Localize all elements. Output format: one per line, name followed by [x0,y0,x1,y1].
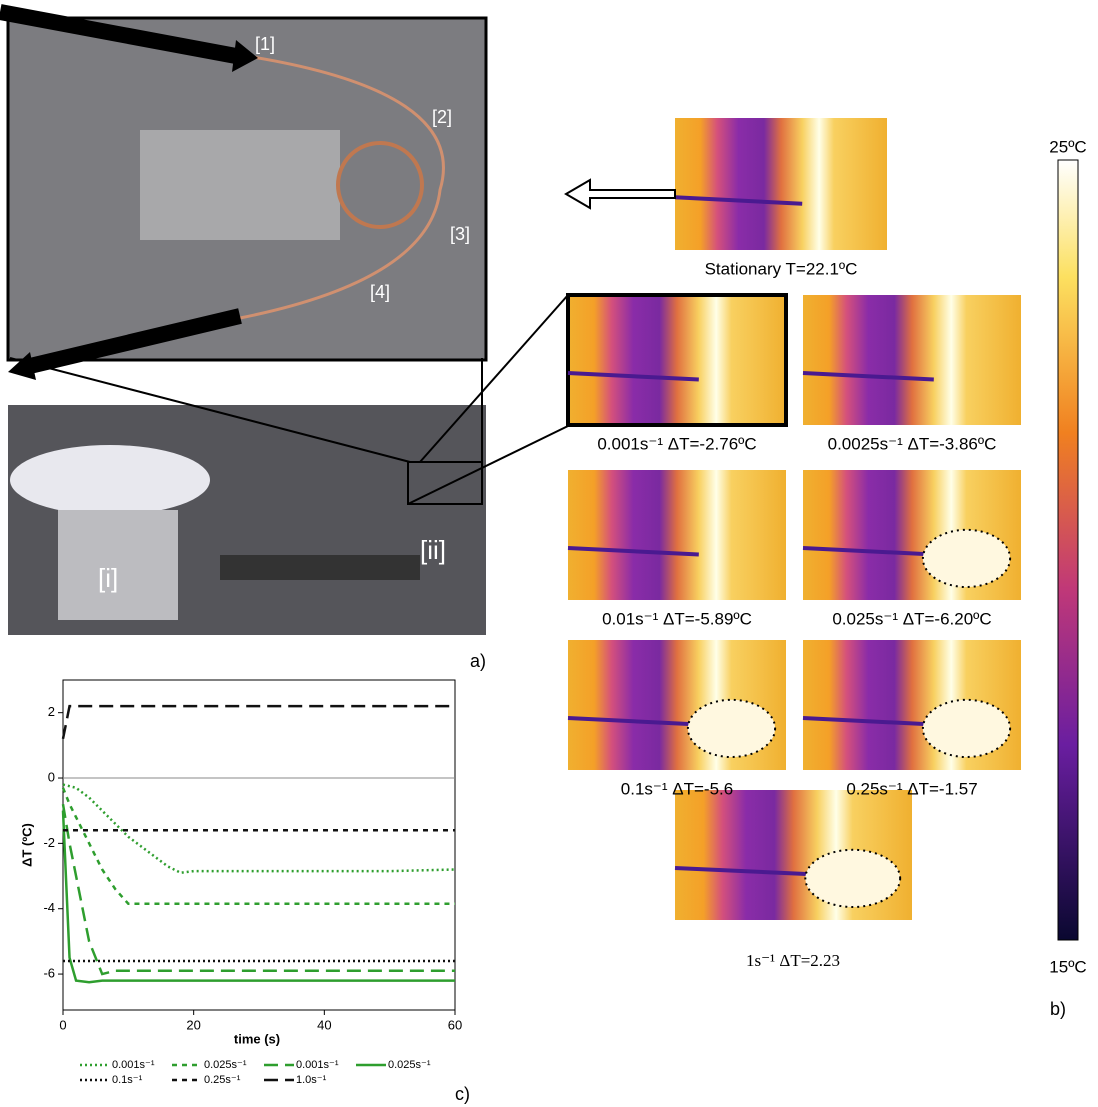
photo-label: [ii] [420,535,446,565]
probe [674,195,803,206]
series-line [62,783,456,875]
photo-wire [239,53,445,320]
photo-label: [4] [370,282,390,302]
thermal-image [803,295,1021,425]
series-line [61,787,455,906]
thermal-caption: 0.025s⁻¹ ΔT=-6.20ºC [832,609,991,628]
y-tick-label: -2 [43,835,55,850]
zoom-line [9,357,411,463]
legend-label: 0.25s⁻¹ [204,1074,241,1086]
probe [567,716,699,727]
hot-region [804,848,902,909]
arrow [0,4,238,64]
probe [802,716,934,727]
hot-region [686,698,777,759]
hollow-arrow [564,178,676,210]
thermal-caption: 0.01s⁻¹ ΔT=-5.89ºC [602,609,752,628]
y-axis-label: ΔT (ºC) [19,823,34,867]
thermal-caption: 0.25s⁻¹ ΔT=-1.57 [846,779,977,798]
photo-disk [10,445,210,515]
photo-rail [220,555,420,580]
y-tick-label: -4 [43,900,55,915]
photo-coil [336,141,424,229]
thermal-caption: 1s⁻¹ ΔT=2.23 [746,951,840,970]
y-tick-label: 2 [48,704,55,719]
probe [802,546,934,557]
arrow [28,308,242,374]
legend-label: 0.025s⁻¹ [204,1059,247,1071]
series-line [61,810,455,984]
plot-frame [62,679,456,1011]
photo-base [58,510,178,620]
legend-label: 0.025s⁻¹ [388,1059,431,1071]
series-line [61,704,455,740]
zoom-line [407,425,569,505]
probe [567,546,699,557]
thermal-caption: 0.0025s⁻¹ ΔT=-3.86ºC [828,434,997,453]
hot-region [921,698,1012,759]
thermal-image [675,118,887,250]
thermal-image [568,470,786,600]
colorbar-label: 15ºC [1049,957,1086,976]
arrow-head [232,40,258,72]
y-tick-label: 0 [48,769,55,784]
x-axis-label: time (s) [234,1031,280,1046]
thermal-images [566,118,1021,920]
colorbar-label: 25ºC [1049,137,1086,156]
zoom-box [407,461,483,505]
panel-label: a) [470,651,486,671]
legend-label: 1.0s⁻¹ [296,1074,327,1086]
series-line [61,803,455,976]
panel-label: b) [1050,999,1066,1019]
thermal-caption: 0.001s⁻¹ ΔT=-2.76ºC [597,434,756,453]
arrow-head [8,352,36,380]
x-tick-label: 60 [448,1017,462,1032]
x-tick-label: 0 [59,1017,66,1032]
probe [674,866,818,877]
thermal-caption: Stationary T=22.1ºC [705,259,858,278]
photo-label: [3] [450,224,470,244]
legend-label: 0.1s⁻¹ [112,1074,143,1086]
legend-label: 0.001s⁻¹ [112,1059,155,1071]
legend-label: 0.001s⁻¹ [296,1059,339,1071]
photo-label: [2] [432,107,452,127]
hot-region [921,528,1012,589]
y-tick-label: -6 [43,965,55,980]
photo-label: [1] [255,34,275,54]
photo-fixture [140,130,340,240]
probe [802,371,934,382]
photo-label: [i] [98,563,118,593]
thermal-caption: 0.1s⁻¹ ΔT=-5.6 [621,779,733,798]
thermal-image [566,293,788,427]
colorbar [1057,159,1079,941]
x-tick-label: 20 [186,1017,200,1032]
probe [567,371,699,382]
zoom-line [419,294,569,463]
x-tick-label: 40 [317,1017,331,1032]
panel-label: c) [455,1084,470,1104]
